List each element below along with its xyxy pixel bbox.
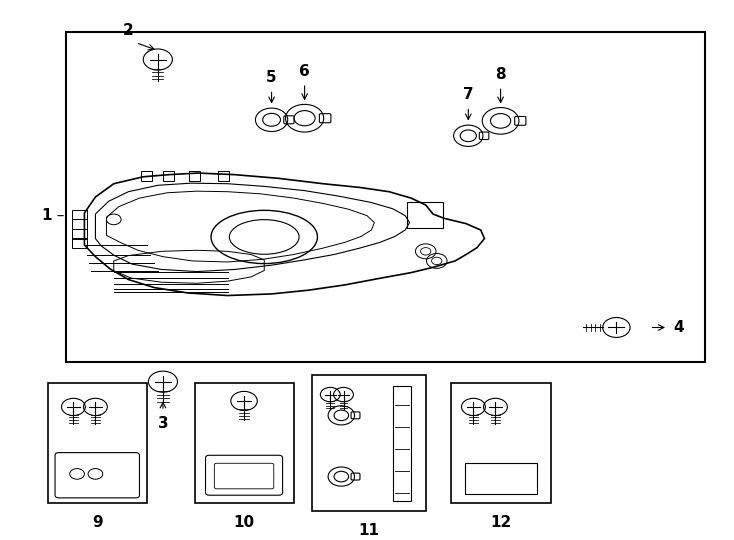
Text: 8: 8 [495, 67, 506, 82]
Bar [393, 386, 411, 501]
Text: 2: 2 [123, 23, 134, 38]
Text: 3: 3 [158, 416, 168, 431]
Bar [465, 463, 537, 494]
Text: 5: 5 [266, 70, 277, 85]
Bar [72, 229, 87, 239]
Bar [141, 172, 152, 181]
Bar [66, 32, 705, 362]
Bar [48, 383, 147, 503]
Bar [451, 383, 550, 503]
Text: 12: 12 [490, 515, 512, 530]
Text: 4: 4 [674, 320, 684, 335]
Text: 9: 9 [92, 515, 103, 530]
Text: 1: 1 [41, 208, 51, 223]
Bar [195, 383, 294, 503]
Bar [312, 375, 426, 511]
Text: 7: 7 [463, 87, 473, 102]
Bar [72, 210, 87, 219]
Bar [72, 219, 87, 229]
Bar [407, 202, 443, 228]
Bar [189, 172, 200, 181]
Text: 10: 10 [233, 515, 255, 530]
Bar [72, 238, 87, 248]
Text: 6: 6 [299, 64, 310, 79]
Text: 11: 11 [358, 523, 379, 538]
Bar [218, 172, 229, 181]
Bar [163, 172, 174, 181]
